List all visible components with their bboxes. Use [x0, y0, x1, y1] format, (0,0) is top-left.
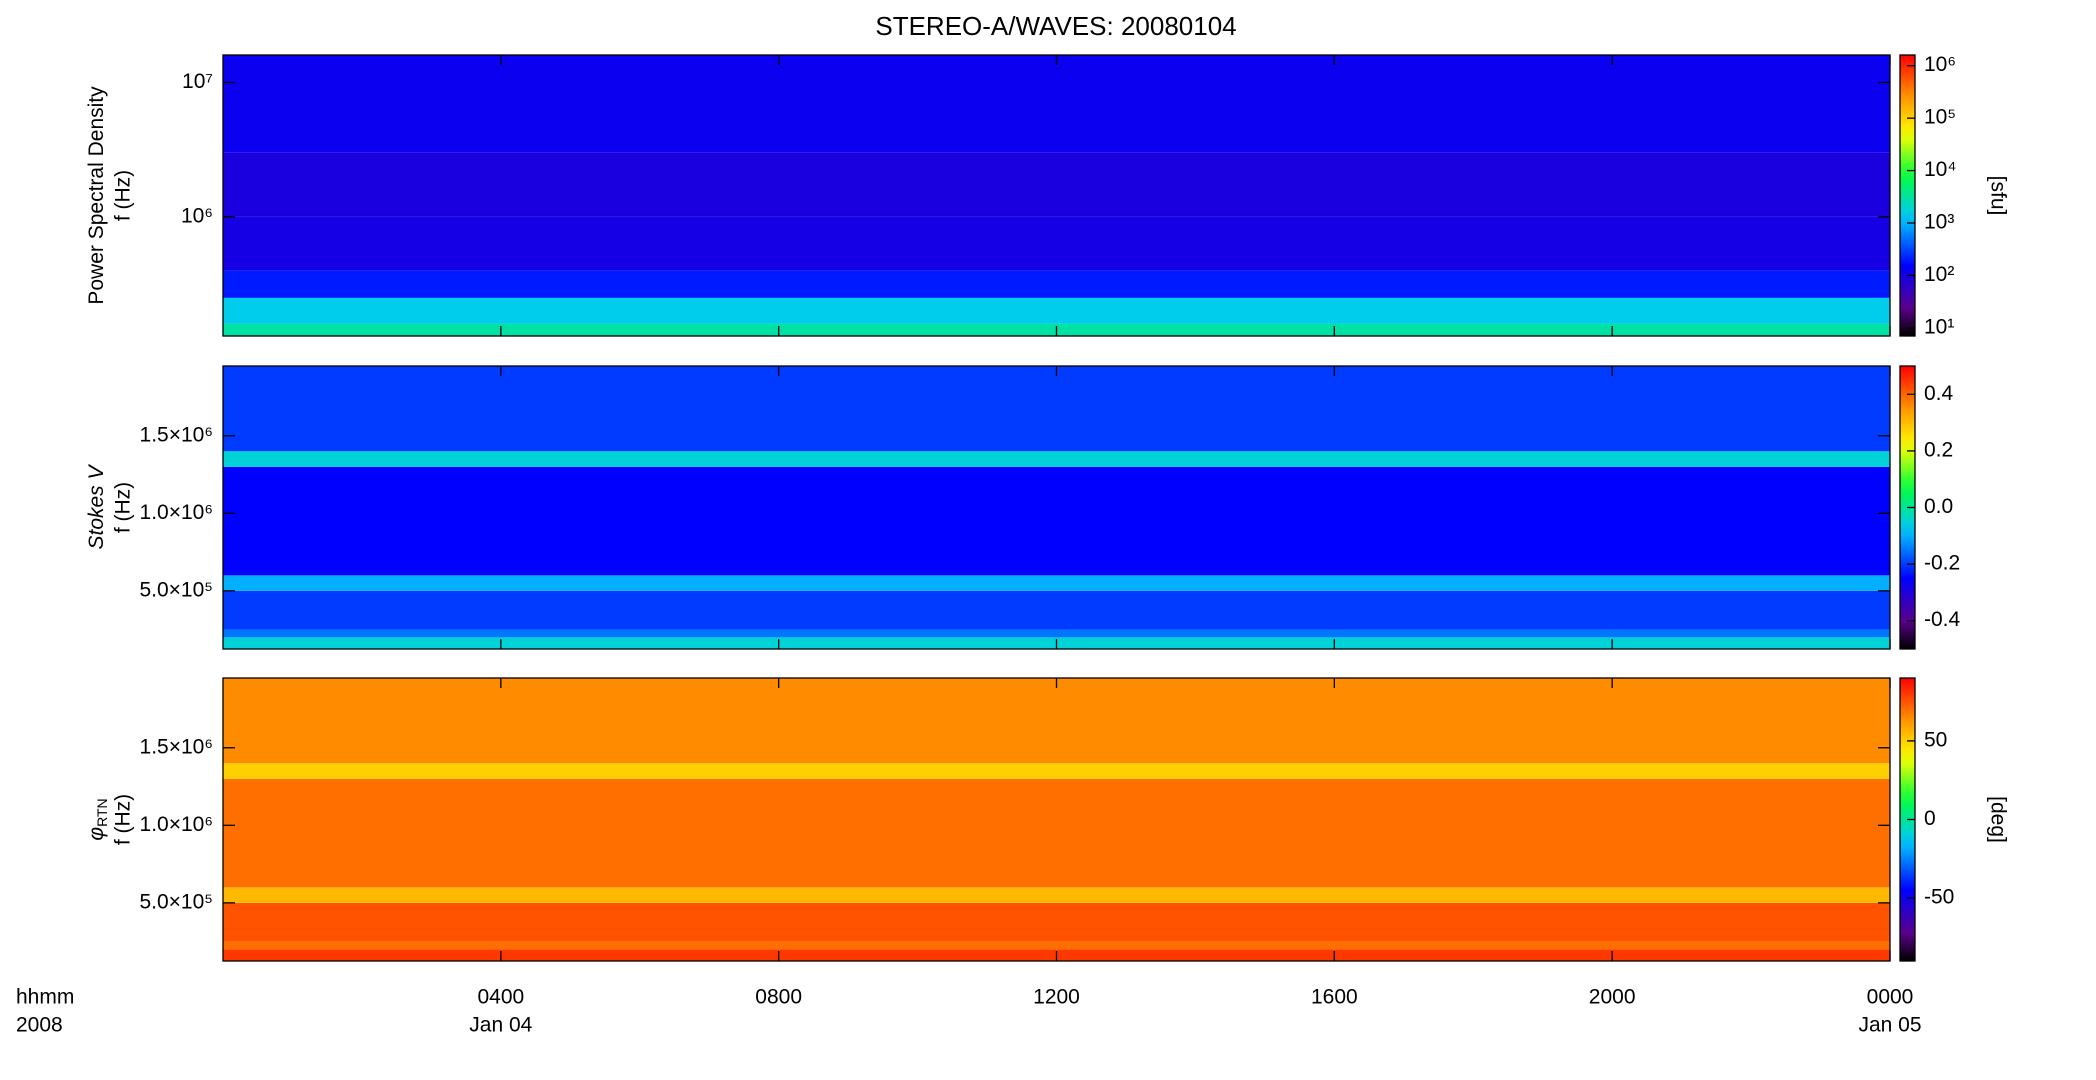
spectrogram-band: [223, 270, 1890, 298]
x-tick-label: 2000: [1589, 986, 1636, 1009]
y-tick-label: 5.0×10⁵: [139, 890, 213, 913]
spectrogram-band: [223, 451, 1890, 467]
colorbar-tick-label: -50: [1924, 886, 1954, 909]
spectrogram-band: [223, 366, 1890, 452]
y-tick-label: 10⁷: [182, 70, 213, 93]
colorbar-tick-label: 0: [1924, 807, 1936, 830]
spectrogram-band: [223, 678, 1890, 764]
y-axis-label-text: Power Spectral Density: [85, 86, 108, 305]
y-axis-label-subscript: RTN: [94, 798, 110, 827]
spectrogram-band: [223, 152, 1890, 217]
y-tick-label: 1.0×10⁶: [140, 813, 213, 836]
colorbar-tick-label: 50: [1924, 728, 1947, 751]
spectrogram-band: [223, 902, 1890, 942]
colorbar-tick-label: -0.2: [1924, 552, 1960, 575]
colorbar-label: [deg]: [1986, 796, 2009, 843]
y-axis-label: f (Hz): [112, 482, 135, 533]
colorbar-tick-label: 10⁴: [1924, 158, 1956, 181]
x-tick-label: 0400: [477, 986, 524, 1009]
y-axis-label: Stokes V: [85, 463, 108, 549]
y-tick-label: 1.5×10⁶: [140, 735, 213, 758]
x-date-label: Jan 05: [1858, 1014, 1921, 1037]
colorbar-tick-label: 10²: [1924, 263, 1954, 286]
colorbar-tick-label: -0.4: [1924, 608, 1961, 631]
spectrogram-band: [223, 629, 1890, 638]
colorbar-tick-label: 10³: [1924, 211, 1954, 234]
colorbar-tick-label: 10⁶: [1924, 53, 1956, 76]
y-tick-label: 10⁶: [181, 204, 213, 227]
colorbar-tick-label: 10¹: [1924, 315, 1954, 338]
y-tick-label: 1.5×10⁶: [140, 423, 213, 446]
y-tick-label: 1.0×10⁶: [140, 501, 213, 524]
x-tick-label: 0800: [755, 986, 802, 1009]
colorbar: [1899, 54, 1916, 337]
spectrogram-band: [223, 778, 1890, 888]
y-axis-label: f (Hz): [112, 794, 135, 845]
colorbar-label: [sfu]: [1986, 176, 2009, 216]
spectrogram-band: [223, 466, 1890, 576]
x-tick-label: 0000: [1867, 986, 1914, 1009]
spectrogram-band: [223, 590, 1890, 630]
x-tick-label: 1200: [1033, 986, 1080, 1009]
colorbar-tick-label: 0.4: [1924, 382, 1954, 405]
spectrogram-band: [223, 941, 1890, 950]
spectrogram-band: [223, 763, 1890, 779]
colorbar-tick-label: 10⁵: [1924, 106, 1956, 129]
y-axis-label-text: φ: [85, 827, 108, 841]
spectrogram-band: [223, 575, 1890, 591]
y-axis-label: Power Spectral Density: [85, 86, 108, 305]
y-tick-label: 5.0×10⁵: [139, 578, 213, 601]
x-tick-label: 1600: [1311, 986, 1358, 1009]
spectrogram-band: [223, 297, 1890, 324]
colorbar-tick-label: 0.2: [1924, 438, 1953, 461]
figure-title: STEREO-A/WAVES: 20080104: [875, 11, 1236, 41]
spectrogram-band: [223, 55, 1890, 153]
x-axis-label: 2008: [16, 1014, 63, 1037]
y-axis-label: φRTN: [85, 798, 110, 840]
spectrogram-band: [223, 216, 1890, 271]
y-axis-label: f (Hz): [112, 170, 135, 221]
y-axis-label-text: Stokes V: [85, 463, 108, 549]
spectrogram-band: [223, 887, 1890, 903]
x-axis-label: hhmm: [16, 986, 74, 1009]
colorbar-tick-label: 0.0: [1924, 495, 1953, 518]
x-date-label: Jan 04: [469, 1014, 532, 1037]
